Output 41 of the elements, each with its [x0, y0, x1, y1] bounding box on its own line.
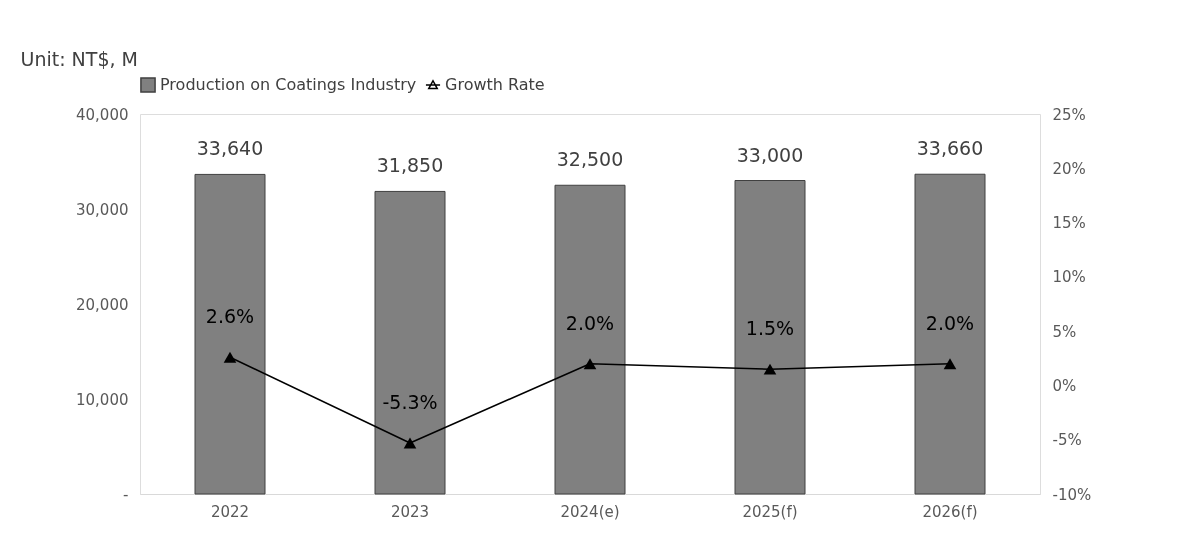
x-tick-label: 2022: [210, 502, 250, 521]
data-label: 2.0%: [565, 311, 615, 334]
bar: [554, 184, 626, 495]
point: [583, 358, 597, 370]
point: [403, 437, 417, 449]
y-tick-label: -: [123, 485, 129, 504]
y2-tick-label: 0%: [1052, 376, 1077, 395]
y-tick-label: 40,000: [76, 105, 129, 124]
x-tick-label: 2023: [390, 502, 430, 521]
data-label: 31,850: [376, 154, 444, 177]
y2-tick-label: -10%: [1052, 485, 1092, 504]
point: [763, 363, 777, 375]
y2-tick-label: -5%: [1052, 431, 1082, 450]
point: [943, 358, 957, 370]
bar: [914, 173, 986, 495]
data-label: 33,640: [196, 137, 264, 160]
y2-tick-label: 25%: [1052, 105, 1086, 124]
y-tick-label: 30,000: [76, 200, 129, 219]
data-label: 2.0%: [925, 311, 975, 334]
data-label: 32,500: [556, 148, 624, 171]
y2-tick-label: 20%: [1052, 159, 1086, 178]
legend-label: Production on Coatings Industry: [160, 75, 417, 94]
data-label: 1.5%: [745, 317, 795, 340]
legend-label: Growth Rate: [445, 75, 545, 94]
bar: [194, 173, 266, 495]
data-label: -5.3%: [382, 390, 438, 413]
point: [223, 351, 237, 363]
bar: [374, 190, 446, 495]
y2-tick-label: 10%: [1052, 268, 1086, 287]
y2-tick-label: 5%: [1052, 322, 1077, 341]
data-label: 33,660: [916, 137, 984, 160]
x-tick-label: 2025(f): [742, 502, 798, 521]
x-tick-label: 2024(e): [560, 502, 620, 521]
y-tick-label: 10,000: [76, 390, 129, 409]
y-tick-label: 20,000: [76, 295, 129, 314]
y2-tick-label: 15%: [1052, 214, 1086, 233]
y-axis-title: Unit: NT$, M: [20, 47, 138, 70]
bar: [734, 180, 806, 495]
x-tick-label: 2026(f): [922, 502, 978, 521]
data-label: 2.6%: [205, 305, 255, 328]
data-label: 33,000: [736, 143, 804, 166]
